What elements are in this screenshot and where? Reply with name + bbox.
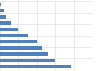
Bar xyxy=(0,34,28,37)
Bar xyxy=(0,15,6,19)
Bar xyxy=(0,46,42,50)
Bar xyxy=(0,40,37,43)
Bar xyxy=(0,21,11,25)
Bar xyxy=(0,9,4,12)
Bar xyxy=(0,28,18,31)
Bar xyxy=(0,59,55,62)
Bar xyxy=(0,52,48,56)
Bar xyxy=(0,65,71,68)
Bar xyxy=(0,3,1,6)
